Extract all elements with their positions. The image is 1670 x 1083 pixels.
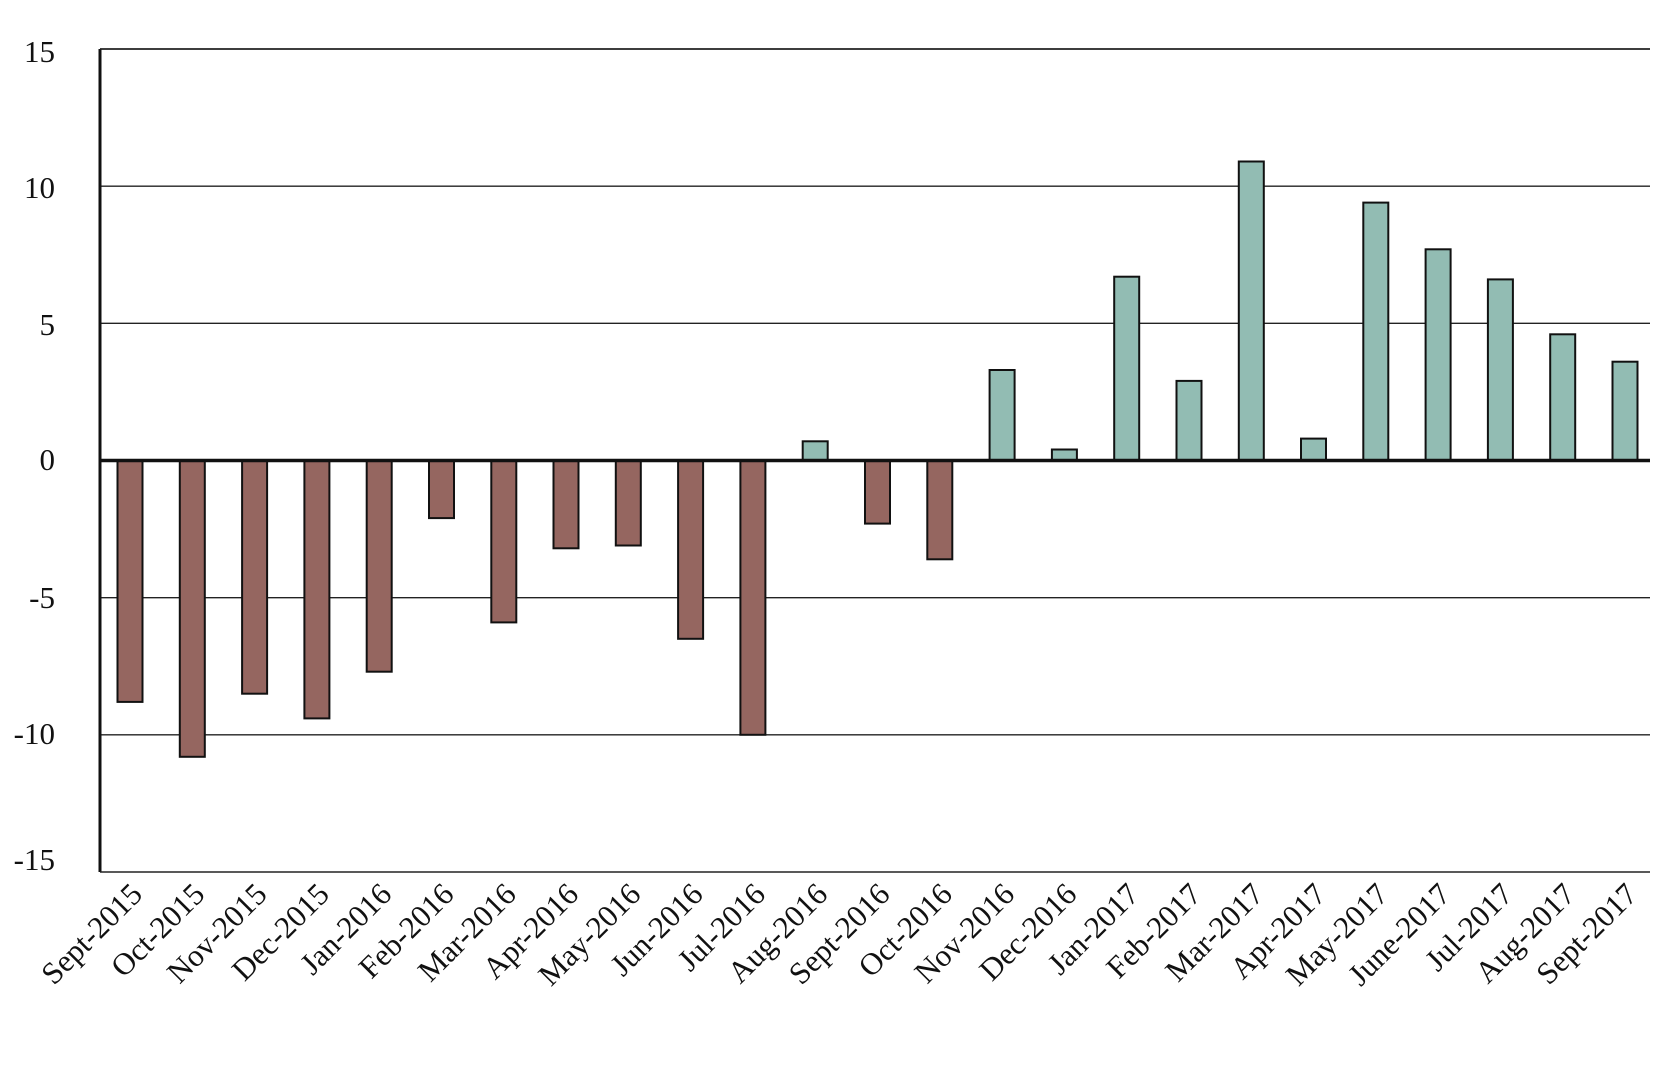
axes xyxy=(98,48,1650,873)
bar-May-2016 xyxy=(614,459,642,547)
bar-Oct-2016 xyxy=(926,459,954,561)
y-tick-label: 15 xyxy=(24,34,55,69)
bar-Aug-2016 xyxy=(801,440,829,462)
y-tick-label: 10 xyxy=(24,170,55,205)
y-tick-label: 5 xyxy=(40,307,56,342)
bar-Apr-2017 xyxy=(1300,437,1327,462)
gridlines xyxy=(100,48,1650,736)
y-tick-label: -10 xyxy=(14,716,55,751)
bar-Sept-2015 xyxy=(116,459,144,703)
bar-Mar-2017 xyxy=(1237,160,1265,462)
bar-Jan-2016 xyxy=(365,459,393,673)
y-tick-label: -15 xyxy=(14,842,55,877)
y-tick-labels: 15 10 5 0 -5 -10 -15 xyxy=(14,34,55,877)
bar-May-2017 xyxy=(1362,201,1390,462)
bar-Jan-2017 xyxy=(1113,275,1141,462)
bars xyxy=(116,160,1639,758)
bar-Jul-2017 xyxy=(1486,278,1514,462)
bar-June-2017 xyxy=(1424,248,1452,462)
bar-Aug-2017 xyxy=(1549,333,1577,462)
bar-Mar-2016 xyxy=(490,459,518,624)
bar-Nov-2015 xyxy=(241,459,269,695)
bar-Sept-2017 xyxy=(1611,360,1639,462)
bar-Feb-2017 xyxy=(1175,379,1203,462)
bar-Apr-2016 xyxy=(552,459,580,550)
x-tick-labels: Sept-2015Oct-2015Nov-2015Dec-2015Jan-201… xyxy=(34,876,1644,992)
y-tick-label: -5 xyxy=(29,580,55,615)
bar-Sept-2016 xyxy=(864,459,891,525)
bar-Dec-2015 xyxy=(303,459,331,720)
y-tick-label: 0 xyxy=(40,442,56,477)
bar-Feb-2016 xyxy=(428,459,455,520)
bar-Jul-2016 xyxy=(739,459,767,736)
bar-Jun-2016 xyxy=(677,459,705,640)
bar-Oct-2015 xyxy=(178,459,206,758)
bar-Nov-2016 xyxy=(988,369,1016,462)
